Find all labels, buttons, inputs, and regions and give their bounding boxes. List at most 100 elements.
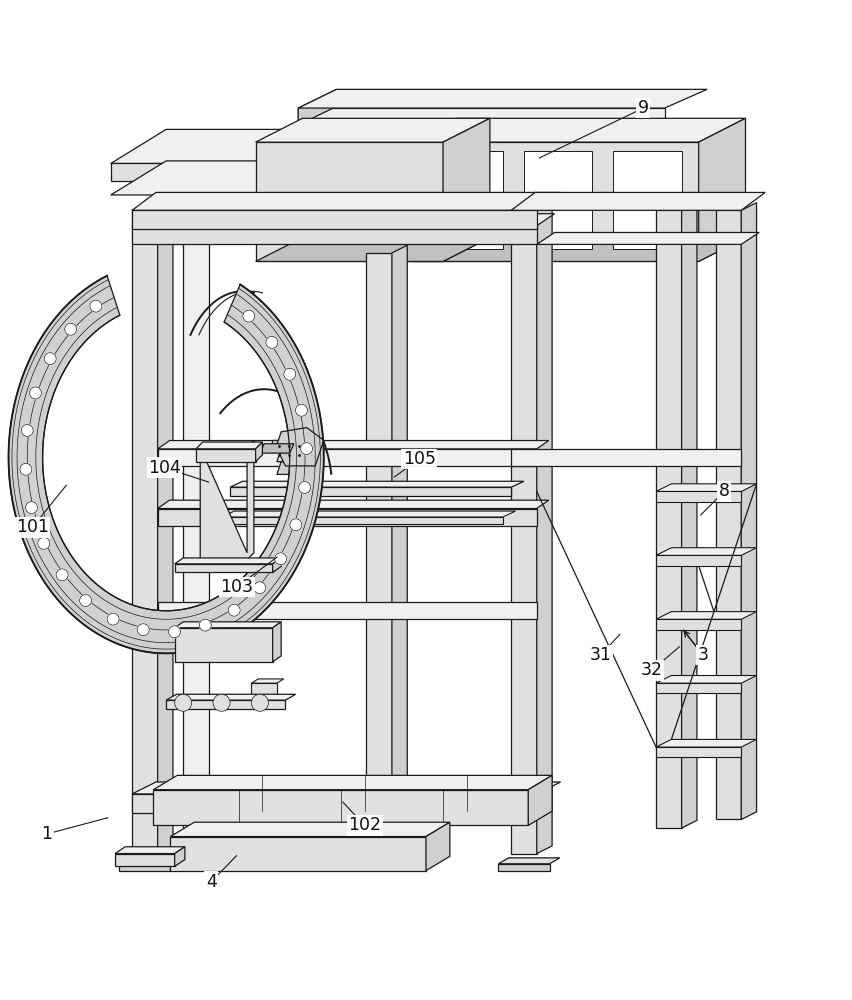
Polygon shape [222, 511, 515, 517]
Polygon shape [537, 232, 759, 244]
Polygon shape [392, 245, 407, 854]
Polygon shape [277, 428, 324, 466]
Polygon shape [230, 487, 511, 496]
Polygon shape [153, 790, 528, 825]
Polygon shape [132, 210, 158, 854]
Circle shape [65, 323, 77, 335]
Circle shape [169, 626, 181, 638]
Text: 102: 102 [348, 816, 381, 834]
Circle shape [301, 443, 313, 455]
Polygon shape [409, 142, 699, 261]
Text: 105: 105 [403, 450, 435, 468]
Polygon shape [435, 151, 503, 193]
Text: 1: 1 [42, 825, 52, 843]
Polygon shape [175, 622, 281, 628]
Polygon shape [196, 442, 262, 449]
Polygon shape [115, 847, 185, 854]
Text: 4: 4 [206, 873, 216, 891]
Polygon shape [511, 226, 741, 244]
Polygon shape [656, 491, 741, 502]
Circle shape [56, 569, 68, 581]
Circle shape [213, 694, 230, 711]
Polygon shape [528, 775, 552, 825]
Polygon shape [251, 679, 284, 683]
Polygon shape [183, 210, 209, 854]
Polygon shape [682, 203, 697, 828]
Polygon shape [511, 192, 765, 210]
Circle shape [90, 300, 102, 312]
Circle shape [37, 537, 49, 549]
Polygon shape [158, 509, 537, 526]
Polygon shape [716, 210, 741, 819]
Polygon shape [158, 441, 549, 449]
Polygon shape [699, 118, 746, 261]
Circle shape [21, 425, 33, 436]
Polygon shape [230, 481, 524, 487]
Polygon shape [170, 837, 426, 871]
Polygon shape [273, 558, 281, 572]
Polygon shape [537, 203, 552, 854]
Polygon shape [656, 548, 757, 555]
Polygon shape [132, 214, 555, 226]
Polygon shape [273, 622, 281, 662]
Text: 8: 8 [719, 482, 729, 500]
Polygon shape [656, 747, 741, 757]
Polygon shape [111, 163, 613, 181]
Polygon shape [260, 444, 294, 453]
Polygon shape [656, 739, 757, 747]
Polygon shape [132, 794, 537, 813]
Polygon shape [298, 108, 665, 125]
Circle shape [299, 482, 311, 493]
Polygon shape [409, 118, 746, 142]
Polygon shape [119, 858, 181, 864]
Polygon shape [256, 442, 262, 462]
Polygon shape [251, 683, 277, 696]
Polygon shape [115, 854, 175, 866]
Polygon shape [656, 210, 682, 828]
Polygon shape [175, 847, 185, 866]
Polygon shape [256, 118, 490, 142]
Polygon shape [656, 683, 741, 693]
Polygon shape [132, 210, 537, 229]
Polygon shape [656, 676, 757, 683]
Polygon shape [111, 129, 665, 163]
Polygon shape [498, 864, 550, 871]
Polygon shape [175, 564, 273, 572]
Circle shape [79, 595, 91, 607]
Polygon shape [271, 440, 293, 452]
Text: 31: 31 [590, 646, 612, 664]
Polygon shape [409, 238, 746, 261]
Circle shape [251, 694, 268, 711]
Polygon shape [170, 822, 450, 837]
Polygon shape [511, 210, 537, 854]
Polygon shape [435, 206, 503, 249]
Text: 103: 103 [221, 578, 253, 596]
Polygon shape [656, 612, 757, 619]
Circle shape [296, 404, 308, 416]
Circle shape [290, 519, 302, 531]
Polygon shape [524, 206, 592, 249]
Polygon shape [498, 858, 560, 864]
Circle shape [266, 336, 278, 348]
Polygon shape [613, 129, 665, 195]
Circle shape [20, 463, 32, 475]
Polygon shape [256, 238, 490, 261]
Circle shape [26, 502, 37, 514]
Polygon shape [443, 118, 490, 261]
Polygon shape [200, 440, 254, 560]
Polygon shape [277, 449, 320, 462]
Text: 32: 32 [641, 661, 663, 679]
Circle shape [243, 310, 255, 322]
Polygon shape [298, 89, 707, 108]
Polygon shape [132, 226, 537, 244]
Circle shape [107, 613, 119, 625]
Circle shape [30, 387, 42, 399]
Polygon shape [656, 484, 757, 491]
Circle shape [199, 619, 211, 631]
Text: 101: 101 [16, 518, 49, 536]
Polygon shape [298, 89, 337, 125]
Polygon shape [613, 151, 682, 193]
Circle shape [274, 553, 286, 565]
Polygon shape [175, 628, 273, 662]
Circle shape [228, 604, 240, 616]
